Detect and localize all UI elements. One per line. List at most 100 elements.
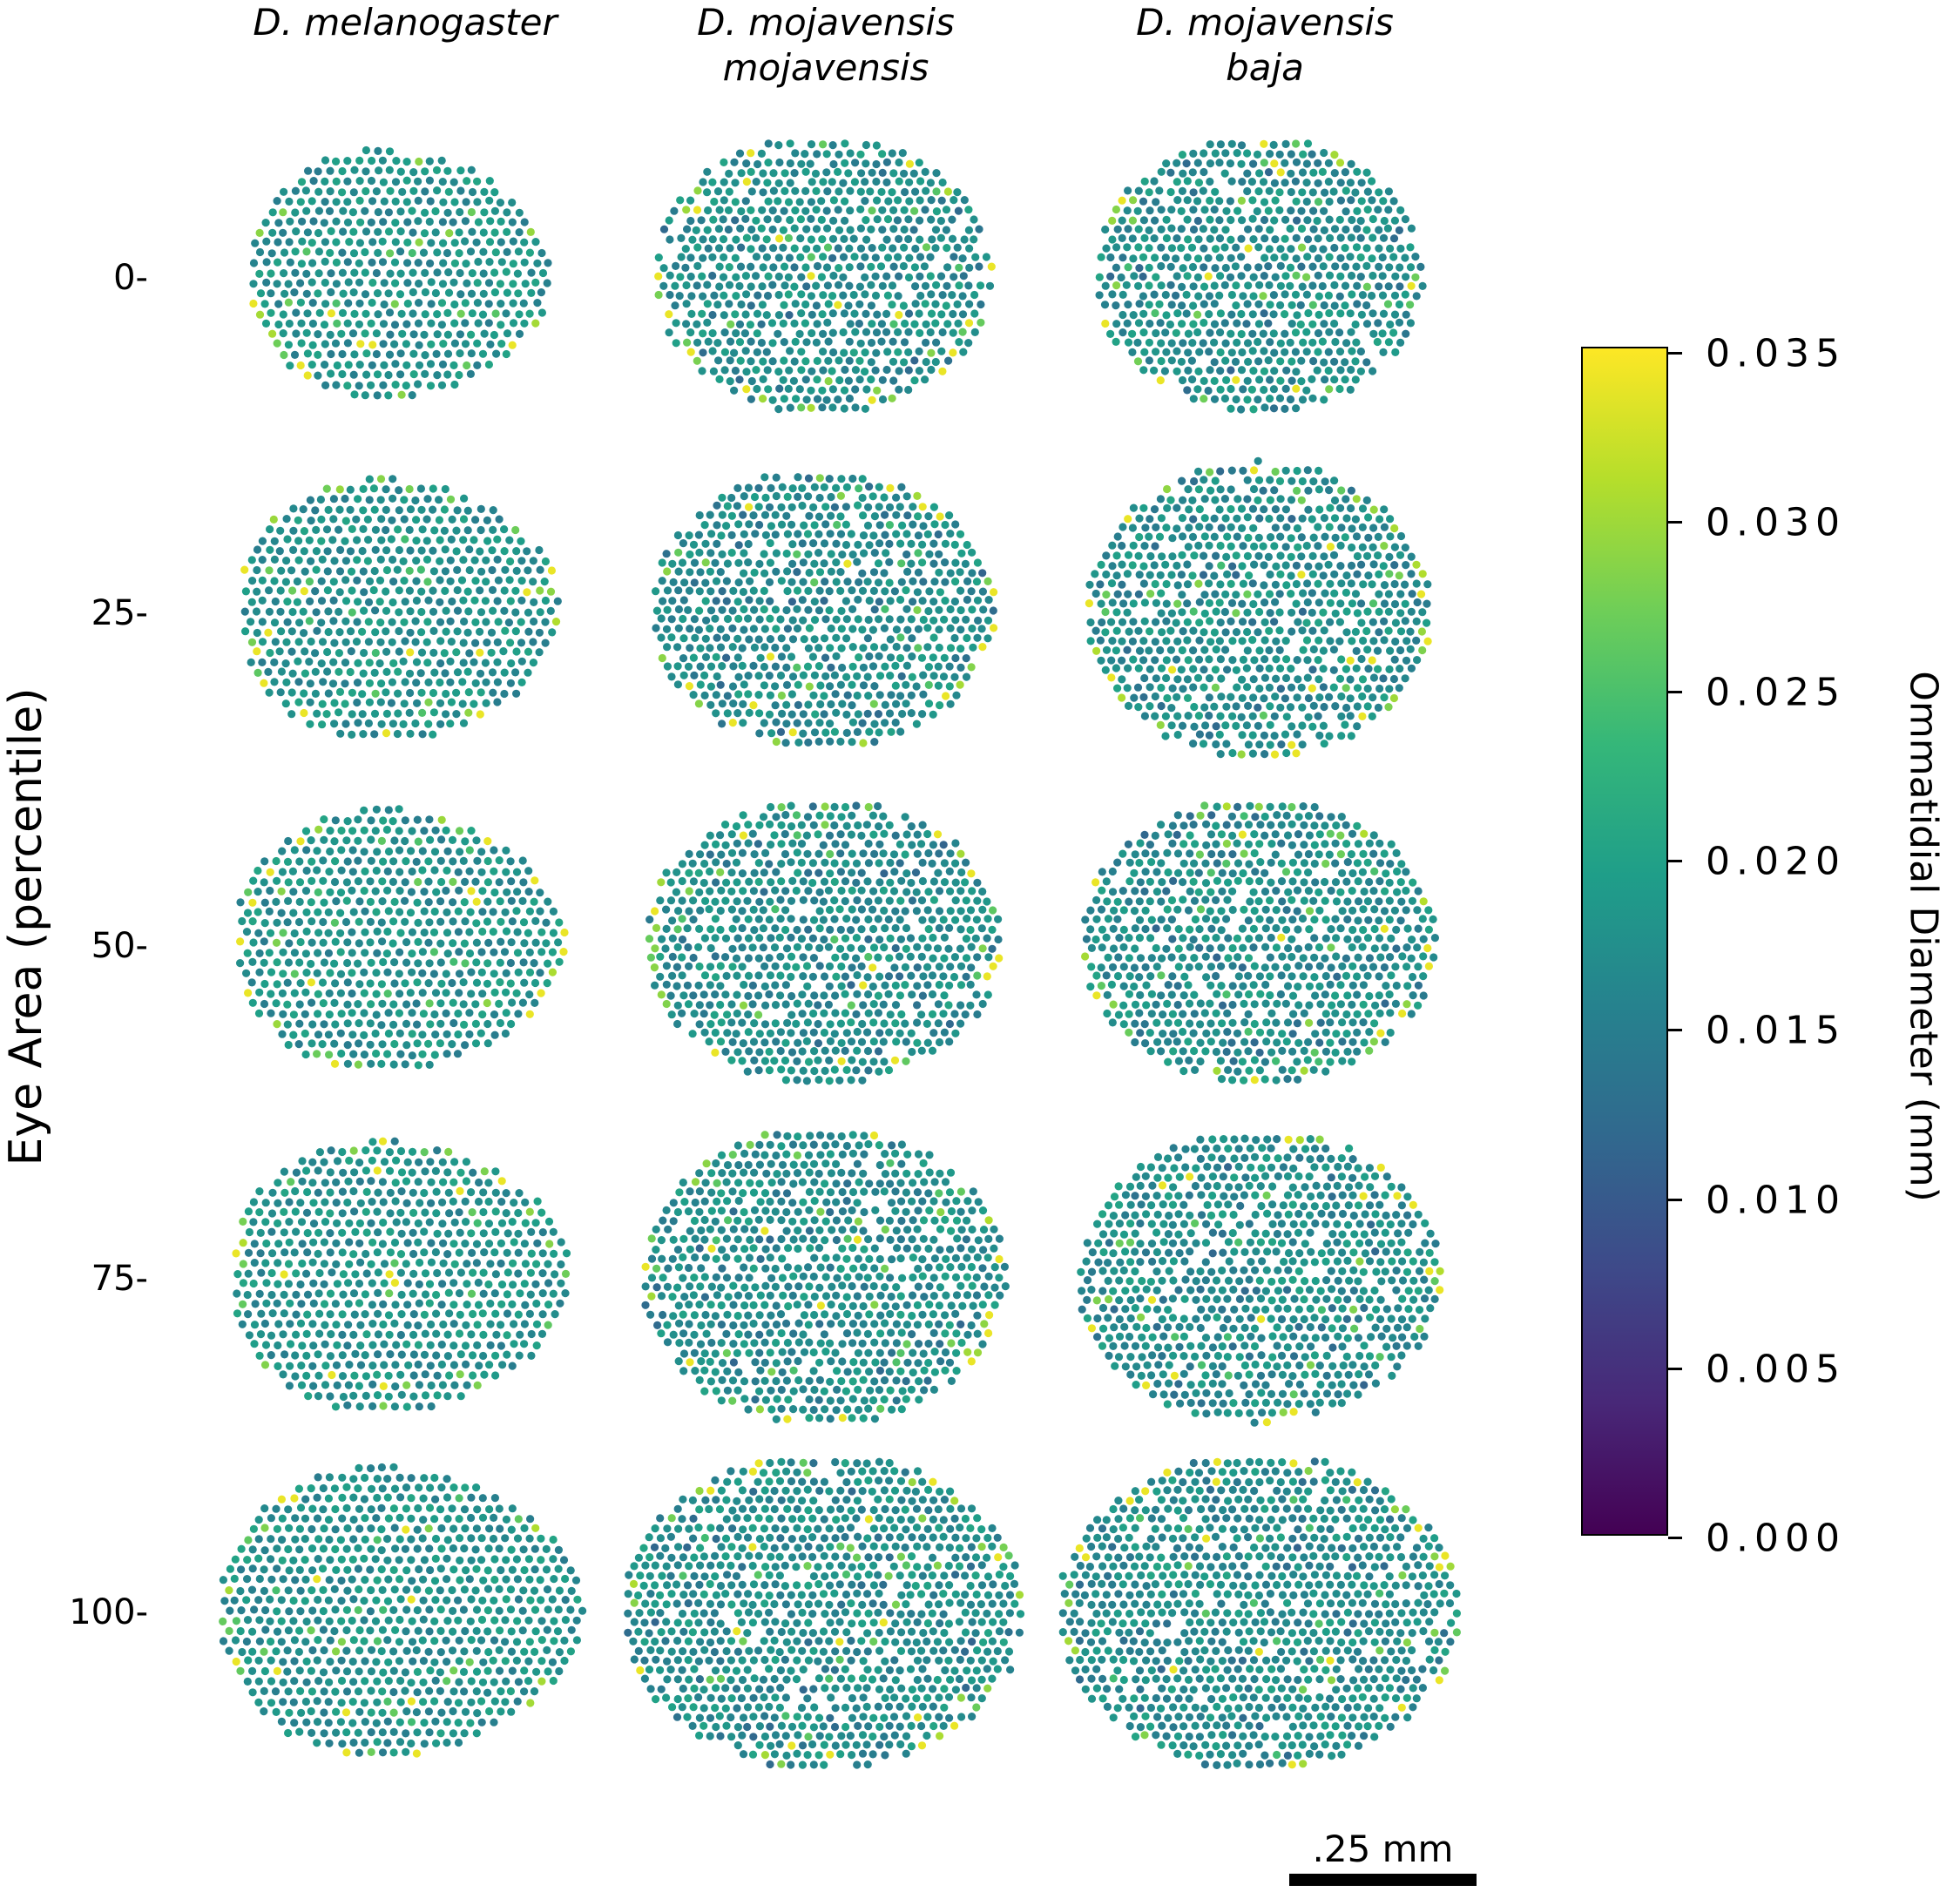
ommatidium-point — [270, 678, 279, 686]
ommatidium-point — [1133, 683, 1143, 692]
ommatidium-point — [686, 328, 695, 337]
ommatidium-point — [837, 644, 846, 652]
ommatidium-point — [685, 586, 694, 595]
ommatidium-point — [314, 228, 323, 238]
ommatidium-point — [409, 330, 418, 339]
ommatidium-point — [814, 549, 823, 557]
ommatidium-point — [1129, 618, 1138, 626]
ommatidium-point — [875, 539, 884, 548]
ommatidium-point — [725, 280, 734, 289]
ommatidium-point — [941, 578, 950, 586]
ommatidium-point — [503, 247, 511, 256]
ommatidium-point — [1201, 721, 1210, 730]
ommatidium-point — [476, 1029, 485, 1037]
ommatidium-point — [1243, 263, 1252, 272]
ommatidium-point — [1325, 693, 1334, 701]
ommatidium-point — [1178, 721, 1187, 730]
ommatidium-point — [808, 328, 816, 338]
ommatidium-point — [547, 566, 557, 575]
ommatidium-point — [1118, 637, 1126, 645]
ommatidium-point — [1092, 646, 1101, 655]
ommatidium-point — [961, 878, 970, 887]
ommatidium-point — [1292, 271, 1301, 280]
ommatidium-point — [525, 968, 535, 976]
ommatidium-point — [479, 228, 488, 237]
ommatidium-point — [864, 1009, 873, 1017]
ommatidium-point — [1205, 693, 1213, 702]
ommatidium-point — [402, 340, 410, 348]
ommatidium-point — [301, 827, 311, 835]
ommatidium-point — [361, 928, 369, 936]
ommatidium-point — [249, 299, 258, 308]
ommatidium-point — [888, 394, 896, 402]
ommatidium-point — [360, 968, 368, 976]
ommatidium-point — [1402, 273, 1410, 281]
ommatidium-point — [1314, 712, 1322, 720]
ommatidium-point — [467, 207, 476, 217]
ommatidium-point — [408, 206, 416, 215]
ommatidium-point — [327, 269, 335, 278]
ommatidium-point — [889, 244, 897, 253]
ommatidium-point — [1308, 570, 1317, 578]
ommatidium-point — [1173, 693, 1181, 701]
ommatidium-point — [728, 682, 738, 691]
ommatidium-point — [662, 905, 671, 914]
ommatidium-point — [431, 206, 440, 216]
ommatidium-point — [485, 238, 495, 247]
ommatidium-point — [1139, 328, 1148, 337]
ommatidium-point — [717, 850, 726, 859]
ommatidium-point — [472, 897, 481, 906]
ommatidium-point — [836, 830, 845, 839]
ommatidium-point — [836, 849, 845, 858]
ommatidium-point — [354, 1000, 362, 1009]
ommatidium-point — [871, 366, 880, 375]
ommatidium-point — [380, 279, 389, 287]
ommatidium-point — [493, 638, 502, 647]
ommatidium-point — [1389, 253, 1398, 261]
ommatidium-point — [701, 558, 710, 567]
ommatidium-point — [844, 376, 854, 385]
ommatidium-point — [853, 691, 862, 700]
ommatidium-point — [331, 816, 340, 825]
ommatidium-point — [934, 662, 943, 671]
ommatidium-point — [486, 340, 495, 348]
ommatidium-point — [332, 897, 341, 906]
ommatidium-point — [376, 698, 385, 706]
ommatidium-point — [353, 536, 362, 544]
ommatidium-point — [536, 565, 544, 574]
ommatidium-point — [330, 837, 339, 846]
ommatidium-point — [384, 907, 393, 916]
ommatidium-point — [360, 826, 368, 835]
ommatidium-point — [341, 494, 349, 503]
ommatidium-point — [898, 709, 907, 719]
ommatidium-point — [364, 536, 373, 544]
ommatidium-point — [962, 615, 970, 625]
ommatidium-point — [311, 649, 320, 658]
ommatidium-point — [1211, 245, 1220, 253]
ommatidium-point — [1298, 514, 1307, 523]
ommatidium-point — [828, 328, 837, 337]
ommatidium-point — [1254, 496, 1262, 505]
ommatidium-point — [1250, 560, 1259, 569]
ommatidium-point — [921, 281, 930, 290]
ommatidium-point — [343, 1019, 352, 1028]
ommatidium-point — [706, 549, 715, 557]
ommatidium-point — [1249, 693, 1258, 702]
ommatidium-point — [1239, 385, 1247, 394]
ommatidium-point — [1342, 495, 1350, 503]
ommatidium-point — [1211, 149, 1220, 158]
ommatidium-point — [897, 672, 906, 681]
ommatidium-point — [408, 1009, 416, 1017]
ommatidium-point — [472, 238, 481, 247]
ommatidium-point — [1335, 618, 1344, 626]
ommatidium-point — [465, 867, 474, 875]
ommatidium-point — [1158, 628, 1166, 637]
eye-panel-25-0 — [240, 475, 562, 740]
ommatidium-point — [810, 616, 820, 625]
ommatidium-point — [424, 698, 433, 706]
ommatidium-point — [1151, 253, 1159, 262]
ommatidium-point — [836, 512, 845, 521]
ommatidium-point — [874, 578, 883, 587]
ommatidium-point — [303, 349, 312, 358]
ommatidium-point — [1117, 273, 1125, 282]
